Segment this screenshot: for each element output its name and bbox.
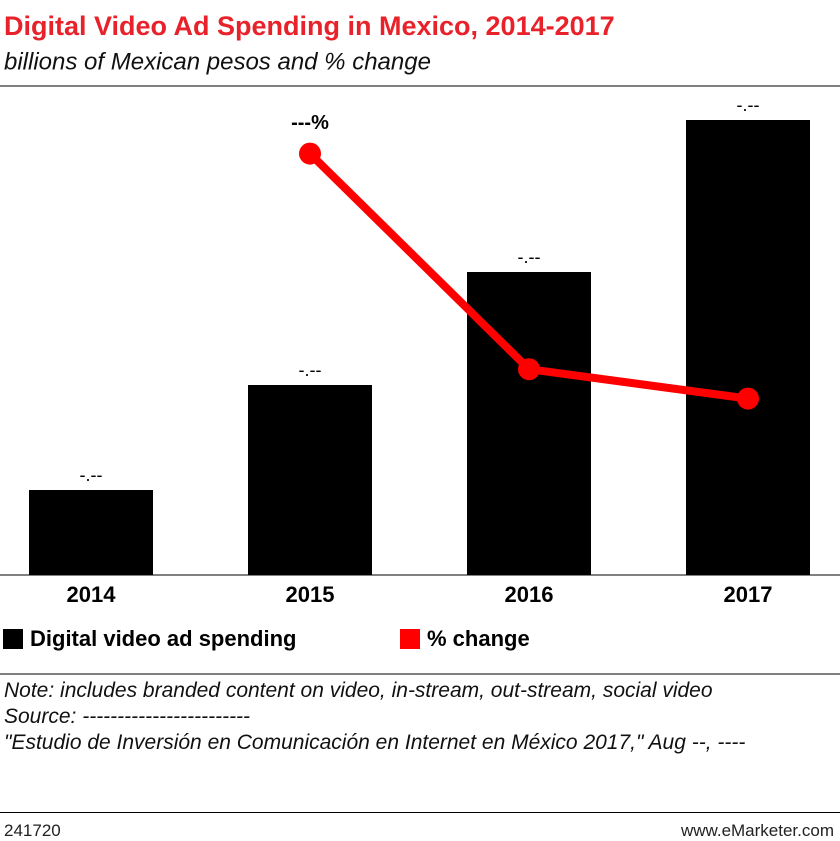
chart-title: Digital Video Ad Spending in Mexico, 201… [4,11,615,41]
x-tick-label: 2016 [505,582,554,607]
point [518,358,540,381]
value-label: -.-- [518,247,541,267]
point [737,387,759,410]
value-label: --% [732,421,763,443]
legend-label: % change [427,626,530,651]
x-tick-label: 2017 [724,582,773,607]
x-tick-label: 2015 [286,582,335,607]
value-label: -.-- [299,360,322,380]
note: Note: includes branded content on video,… [4,679,713,702]
point [299,142,321,165]
source: Source: ------------------------ [4,705,251,728]
value-label: --% [513,391,544,413]
bar [686,120,810,575]
site: www.eMarketer.com [680,821,834,840]
value-label: -.-- [737,95,760,115]
bar [29,490,153,575]
x-tick-label: 2014 [67,582,117,607]
citation: "Estudio de Inversión en Comunicación en… [4,731,746,754]
notes: Note: includes branded content on video,… [4,678,834,756]
bar [467,272,591,575]
value-label: ---% [291,112,329,134]
value-label: -.-- [80,465,103,485]
chart: Digital Video Ad Spending in Mexico, 201… [0,11,840,675]
bar [248,385,372,575]
legend-swatch [3,629,23,649]
chart-subtitle: billions of Mexican pesos and % change [4,48,431,75]
legend-label: Digital video ad spending [30,626,296,651]
chart-id: 241720 [4,821,61,840]
legend-swatch [400,629,420,649]
footer: 241720 www.eMarketer.com [0,812,840,841]
